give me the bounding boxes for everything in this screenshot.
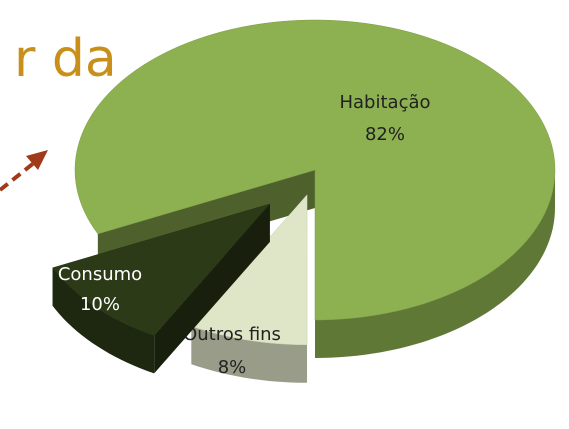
- slice: [74, 19, 556, 321]
- slice-value-label: 10%: [80, 294, 120, 315]
- arrow: [0, 150, 48, 192]
- slice-label: Consumo: [58, 264, 142, 285]
- slice-value-label: 82%: [365, 124, 405, 145]
- slice-label: Habitação: [339, 92, 430, 113]
- slice-value-label: 8%: [218, 357, 247, 378]
- chart-title: r da: [14, 29, 117, 89]
- slice-label: Outros fins: [183, 324, 281, 345]
- slice: [52, 203, 271, 336]
- slice-side: [191, 326, 308, 383]
- slice: [190, 194, 308, 346]
- slice-side: [315, 170, 555, 358]
